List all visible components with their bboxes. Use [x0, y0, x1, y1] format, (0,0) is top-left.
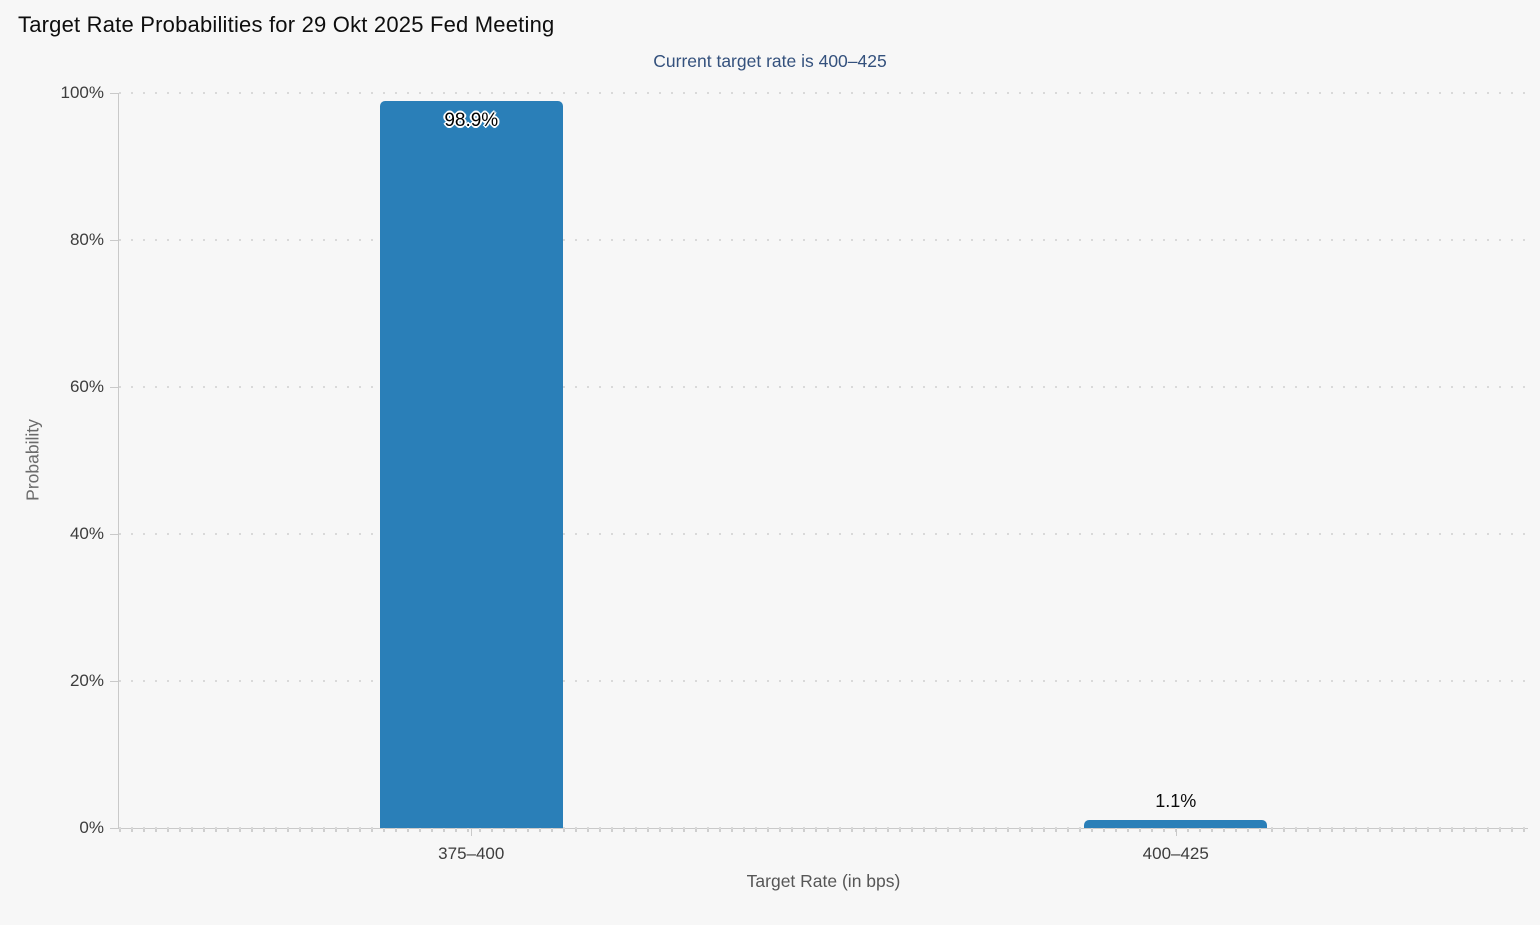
- y-axis-tick: [110, 681, 118, 682]
- gridline-100: [119, 92, 1528, 94]
- y-axis-tick-label: 0%: [79, 818, 104, 837]
- x-axis-category-label: 400–425: [1142, 844, 1209, 863]
- gridline-20: [119, 680, 1528, 682]
- chart-title: Target Rate Probabilities for 29 Okt 202…: [18, 12, 555, 37]
- x-axis-minor-ticks: [119, 829, 1528, 832]
- y-axis-tick: [110, 828, 118, 829]
- bar-400–425[interactable]: [1084, 819, 1268, 828]
- x-axis-title: Target Rate (in bps): [746, 871, 901, 891]
- gridline-60: [119, 386, 1528, 388]
- y-axis-tick-label: 100%: [60, 83, 104, 102]
- gridline-0: [119, 827, 1528, 829]
- y-axis-tick: [110, 387, 118, 388]
- bar-375–400[interactable]: [379, 101, 563, 828]
- x-axis-tick: [1175, 829, 1177, 836]
- y-axis-tick: [110, 93, 118, 94]
- y-axis-tick-label: 40%: [69, 524, 104, 543]
- x-axis-tick: [471, 829, 473, 836]
- plot-area: Probability Target Rate (in bps) 0% 20% 40…: [23, 83, 1528, 891]
- gridline-80: [119, 239, 1528, 241]
- x-axis-category-label: 375–400: [438, 844, 505, 863]
- bar-value-label: 1.1%: [1155, 790, 1197, 811]
- y-axis-tick-label: 20%: [69, 671, 104, 690]
- y-axis-tick: [110, 534, 118, 535]
- y-axis-tick-label: 80%: [69, 230, 104, 249]
- y-axis-title: Probability: [22, 419, 43, 501]
- gridline-40: [119, 533, 1528, 535]
- y-axis-tick: [110, 240, 118, 241]
- chart-subtitle: Current target rate is 400–425: [653, 51, 887, 71]
- y-axis-tick-label: 60%: [69, 377, 104, 396]
- bar-value-label: 98.9%: [444, 110, 499, 132]
